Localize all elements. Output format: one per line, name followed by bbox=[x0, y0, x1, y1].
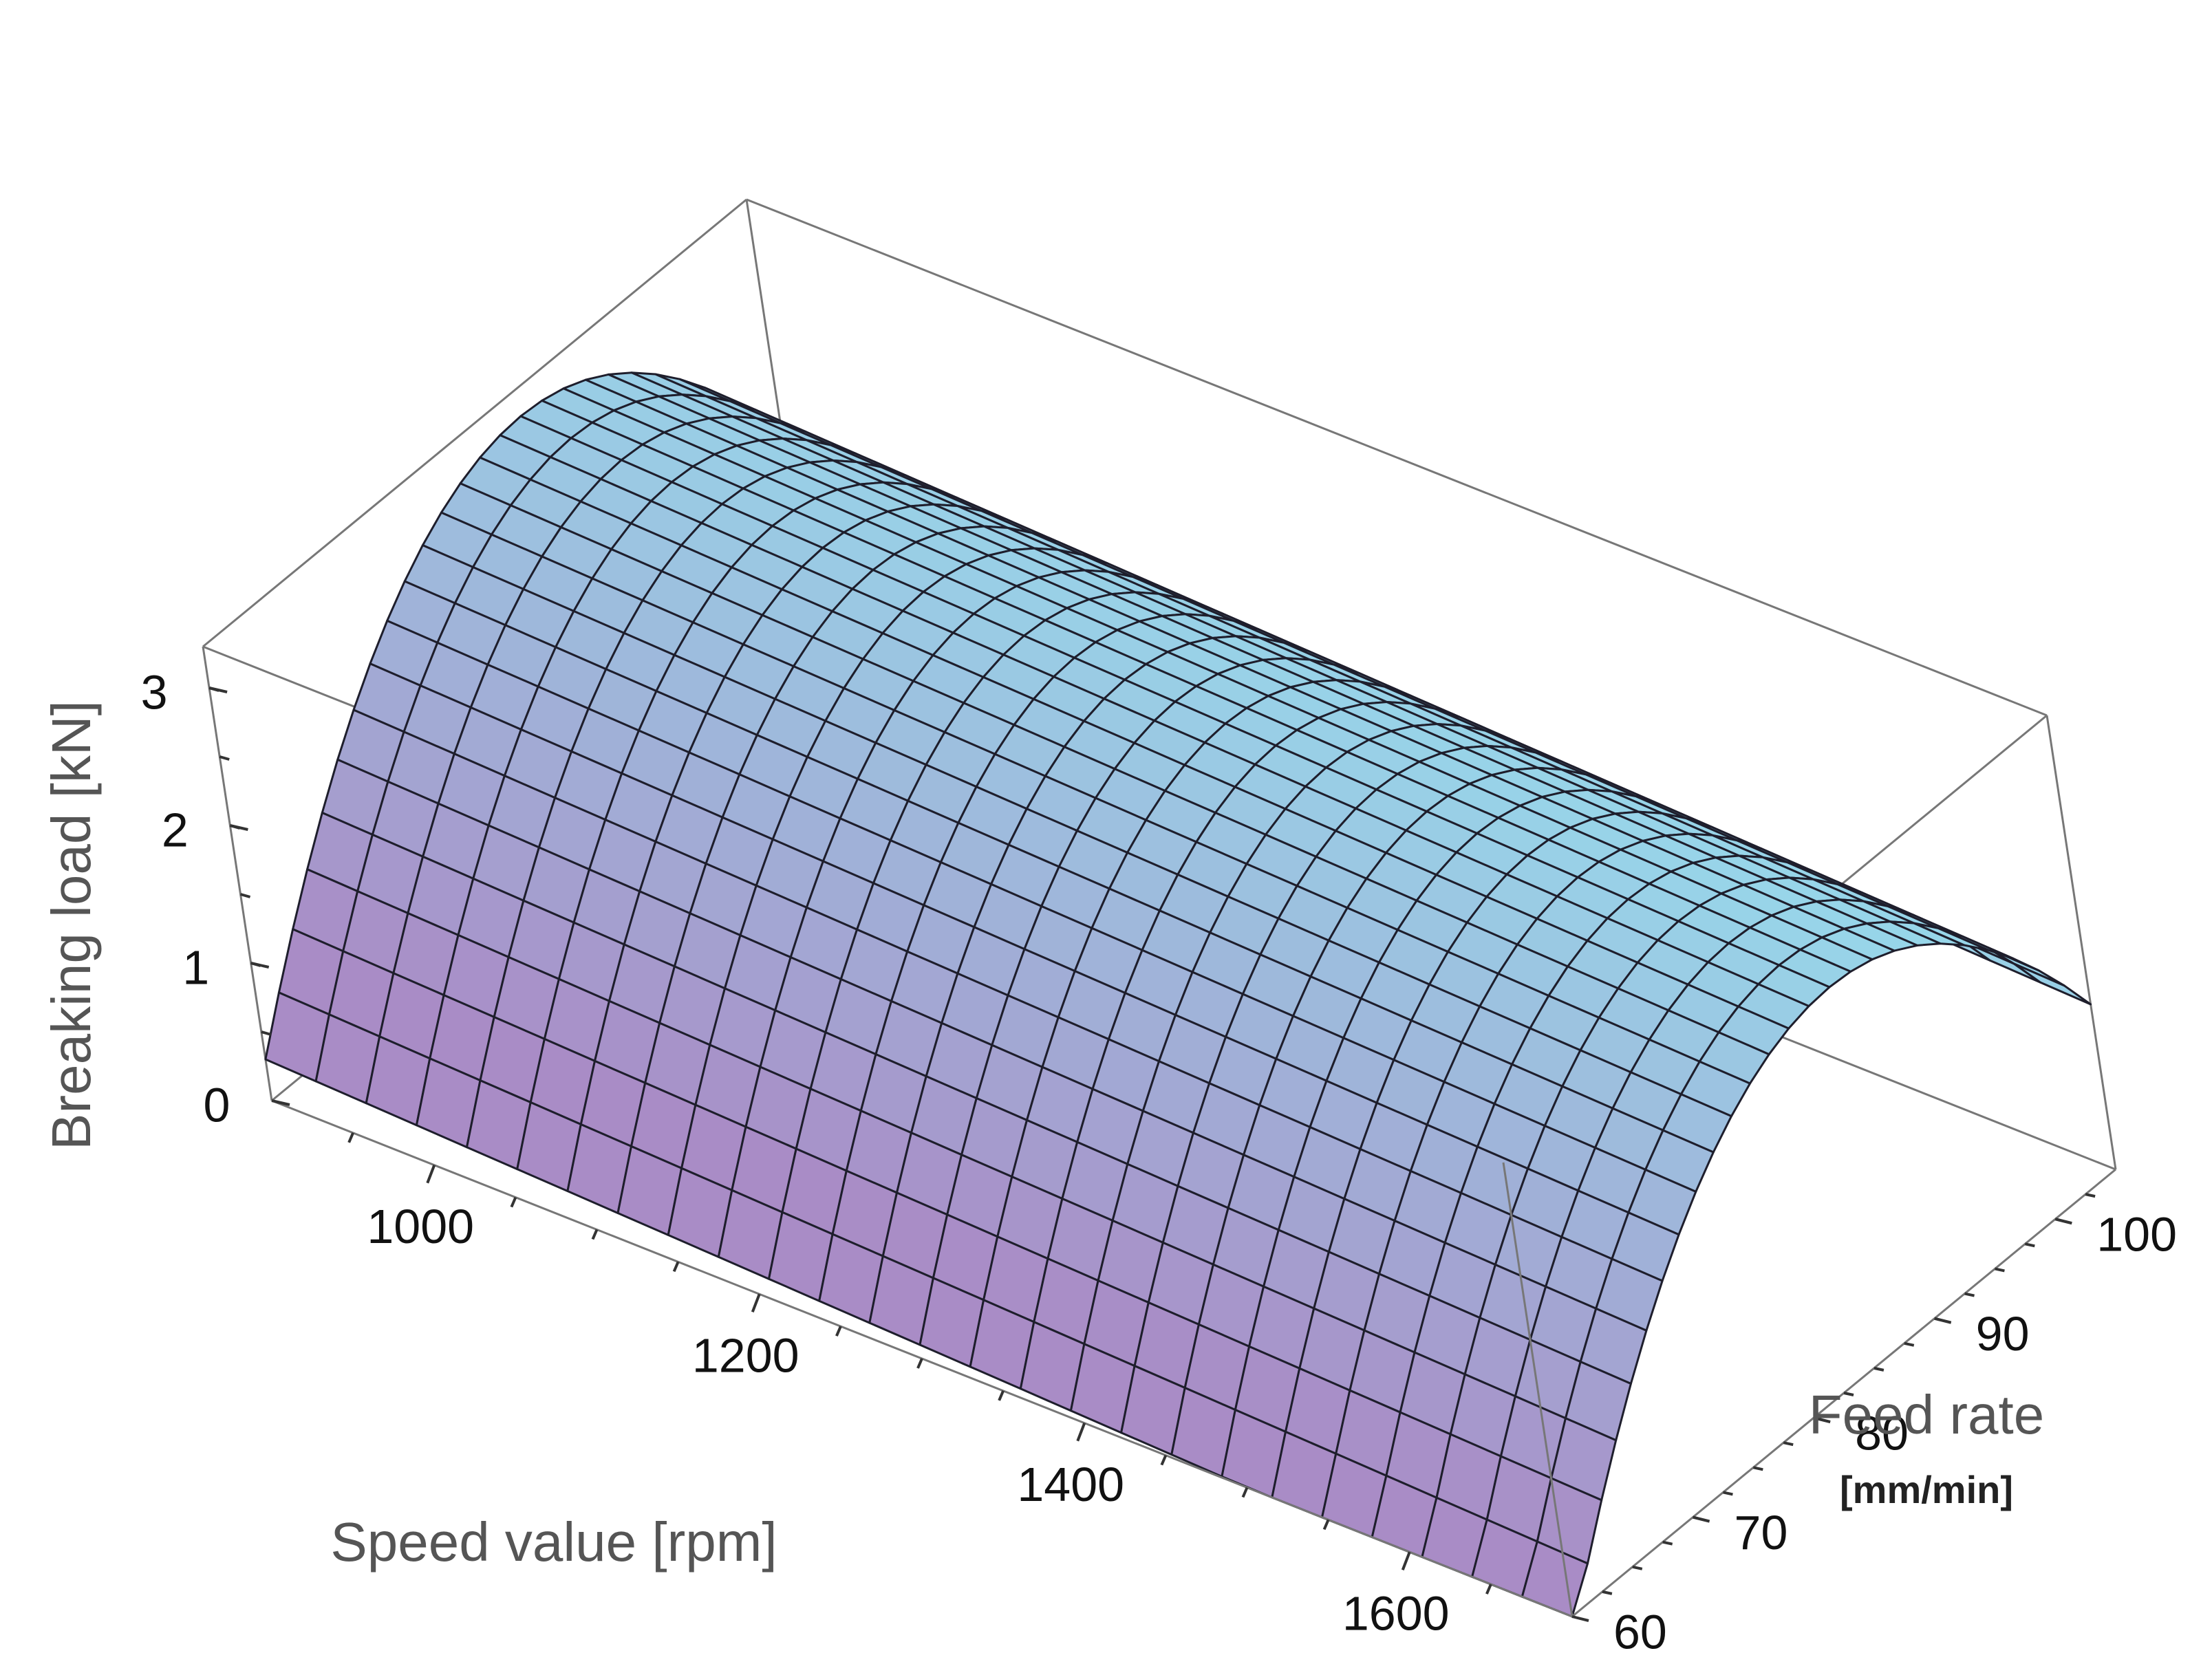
y-tick bbox=[1632, 1565, 1643, 1570]
y-tick bbox=[1662, 1540, 1673, 1546]
x-tick bbox=[672, 1261, 680, 1273]
y-axis-unit: [mm/min] bbox=[1840, 1468, 2013, 1511]
y-tick-label-90: 90 bbox=[1976, 1307, 2030, 1361]
x-tick bbox=[1241, 1487, 1249, 1498]
box-edge-back bbox=[202, 198, 747, 648]
x-tick bbox=[347, 1132, 354, 1143]
surface bbox=[264, 371, 2092, 1618]
x-tick bbox=[1485, 1584, 1492, 1595]
box-edge-front bbox=[1502, 1162, 1574, 1617]
x-axis-title: Speed value [rpm] bbox=[330, 1511, 777, 1573]
ticks bbox=[208, 687, 2096, 1622]
box-edge-back bbox=[202, 646, 273, 1101]
y-tick bbox=[1934, 1317, 1952, 1324]
z-axis-title: Breaking load [kN] bbox=[41, 700, 102, 1150]
y-tick-label-70: 70 bbox=[1735, 1506, 1788, 1559]
x-tick bbox=[751, 1293, 761, 1312]
y-tick bbox=[1995, 1267, 2005, 1273]
box-edge-back bbox=[2045, 715, 2117, 1170]
x-tick bbox=[510, 1196, 517, 1208]
y-tick bbox=[1693, 1515, 1710, 1523]
x-tick bbox=[591, 1229, 599, 1240]
x-tick bbox=[1322, 1519, 1330, 1531]
y-tick bbox=[1602, 1590, 1613, 1595]
x-tick bbox=[916, 1358, 923, 1369]
y-tick bbox=[1904, 1341, 1915, 1347]
y-tick bbox=[1752, 1466, 1763, 1471]
y-tick bbox=[1813, 1416, 1831, 1424]
x-tick bbox=[998, 1390, 1005, 1401]
x-tick-label-1400: 1400 bbox=[1017, 1458, 1124, 1511]
x-tick bbox=[426, 1165, 436, 1184]
x-tick bbox=[1401, 1551, 1411, 1570]
z-tick-label-2: 2 bbox=[162, 803, 189, 856]
x-tick-label-1200: 1200 bbox=[692, 1329, 799, 1383]
box-edge-back bbox=[746, 198, 2048, 717]
y-tick bbox=[2085, 1193, 2096, 1198]
z-tick bbox=[250, 962, 270, 969]
y-tick bbox=[1843, 1392, 1854, 1396]
z-tick bbox=[219, 755, 230, 761]
x-tick-label-1600: 1600 bbox=[1342, 1587, 1450, 1641]
z-tick-label-0: 0 bbox=[204, 1078, 230, 1132]
y-tick bbox=[1783, 1441, 1794, 1447]
x-tick bbox=[835, 1326, 842, 1337]
z-tick bbox=[261, 1030, 272, 1036]
y-tick bbox=[1964, 1292, 1975, 1297]
y-tick-label-100: 100 bbox=[2096, 1208, 2177, 1262]
y-tick bbox=[1723, 1491, 1733, 1496]
z-tick bbox=[271, 1099, 290, 1106]
y-tick bbox=[1873, 1366, 1885, 1372]
z-tick bbox=[229, 824, 248, 831]
z-tick bbox=[239, 893, 251, 898]
z-tick-label-3: 3 bbox=[141, 665, 168, 719]
y-tick bbox=[1571, 1615, 1589, 1622]
x-tick bbox=[1160, 1454, 1168, 1466]
y-tick bbox=[2024, 1242, 2035, 1248]
y-tick-label-60: 60 bbox=[1613, 1605, 1667, 1658]
z-tick bbox=[208, 687, 228, 693]
y-axis-title: Feed rate bbox=[1809, 1384, 2044, 1445]
y-tick bbox=[2054, 1218, 2072, 1225]
x-tick bbox=[1076, 1423, 1086, 1442]
x-tick-label-1000: 1000 bbox=[367, 1200, 474, 1253]
z-tick-label-1: 1 bbox=[182, 940, 209, 994]
y-tick-label-80: 80 bbox=[1855, 1407, 1909, 1460]
